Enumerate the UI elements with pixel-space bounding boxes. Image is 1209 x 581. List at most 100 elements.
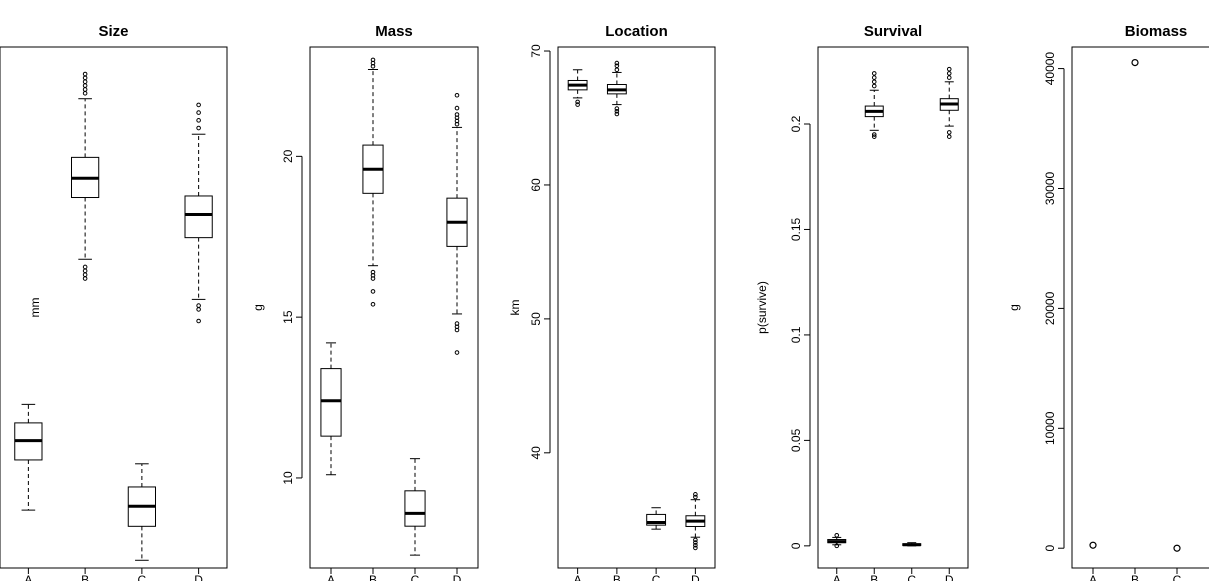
- outlier-point: [82, 79, 88, 85]
- y-tick-label: 70: [529, 44, 543, 58]
- outlier-point: [196, 303, 201, 308]
- outlier-point: [693, 494, 698, 500]
- outlier-point: [946, 71, 952, 76]
- y-axis-label: g: [1007, 304, 1021, 311]
- outlier-point: [614, 63, 620, 69]
- outlier-point: [454, 112, 460, 117]
- x-tick-label: D: [691, 573, 700, 581]
- outlier-point: [693, 492, 698, 497]
- outlier-point: [575, 102, 580, 107]
- outlier-point: [614, 60, 620, 66]
- x-tick-label: C: [411, 573, 420, 581]
- box-D: [184, 195, 213, 239]
- panel-biomass: Biomass g 010000200003000040000ABCD: [1007, 23, 1209, 581]
- x-tick-label: A: [327, 573, 335, 581]
- outlier-point: [575, 99, 580, 105]
- x-tick-label: A: [574, 573, 582, 581]
- outlier-point: [196, 102, 201, 108]
- y-axis-label: p(survive): [755, 281, 769, 334]
- plot-frame: [0, 46, 228, 569]
- y-axis-label: mm: [28, 298, 42, 318]
- panel-title: Survival: [864, 23, 922, 40]
- panel-survival: Survival p(survive) 0 0.05 0.1 0.15 0.2 A B C D: [755, 23, 969, 581]
- outlier-point: [871, 79, 877, 85]
- x-tick-label: D: [194, 573, 203, 581]
- outlier-point: [196, 118, 201, 123]
- outlier-point: [196, 125, 201, 131]
- outlier-point: [946, 75, 952, 80]
- outlier-point: [82, 268, 88, 274]
- y-tick-label: 0.2: [789, 115, 803, 132]
- outlier-point: [370, 57, 376, 63]
- outlier-point: [454, 92, 460, 98]
- data-point: [1131, 58, 1139, 67]
- panel-title: Size: [98, 23, 128, 40]
- outlier-point: [871, 71, 877, 76]
- box-A: [320, 368, 342, 437]
- outlier-point: [946, 130, 952, 135]
- outlier-point: [82, 87, 88, 92]
- x-tick-label: C: [907, 573, 916, 581]
- box-C: [646, 513, 667, 526]
- y-tick-label: 50: [529, 312, 543, 326]
- y-tick-label: 0.05: [789, 428, 803, 452]
- panel-location: Location km 40 50 60 70 A B C D: [508, 23, 716, 581]
- outlier-point: [454, 105, 460, 111]
- outlier-point: [370, 289, 376, 294]
- outlier-point: [370, 269, 376, 275]
- panel-title: Biomass: [1125, 23, 1188, 40]
- x-tick-label: C: [138, 573, 147, 581]
- y-tick-label: 0.1: [789, 326, 803, 343]
- y-tick-label: 20000: [1043, 291, 1057, 325]
- x-tick-label: B: [613, 573, 621, 581]
- x-tick-label: D: [945, 573, 954, 581]
- outlier-point: [871, 134, 877, 139]
- outlier-point: [196, 110, 201, 115]
- panel-mass: Mass g 10 15 20 A B C D: [251, 23, 479, 581]
- panel-size: Size mm 101112131415ABCD: [0, 23, 228, 581]
- outlier-point: [454, 350, 460, 355]
- outlier-point: [871, 132, 877, 137]
- x-tick-label: D: [453, 573, 462, 581]
- outlier-point: [693, 537, 698, 543]
- box-C: [404, 490, 426, 527]
- outlier-point: [693, 545, 698, 551]
- plot-frame: [1071, 46, 1209, 569]
- y-tick-label: 0.15: [789, 217, 803, 241]
- y-axis-label: km: [508, 300, 522, 316]
- y-tick-label: 0: [1043, 545, 1057, 552]
- outlier-point: [82, 71, 88, 77]
- x-tick-label: A: [24, 573, 32, 581]
- outlier-point: [196, 307, 201, 312]
- panel-title: Location: [605, 23, 668, 40]
- outlier-point: [614, 67, 620, 73]
- y-axis-label: g: [251, 304, 265, 311]
- outlier-point: [693, 542, 698, 548]
- data-point: [1089, 541, 1097, 549]
- y-tick-label: 30000: [1043, 171, 1057, 205]
- outlier-point: [693, 540, 698, 545]
- outlier-point: [614, 111, 620, 117]
- outlier-point: [82, 264, 88, 270]
- outlier-point: [196, 318, 201, 324]
- outlier-point: [82, 91, 88, 96]
- outlier-point: [946, 66, 952, 72]
- outlier-point: [370, 301, 376, 307]
- outlier-point: [82, 75, 88, 81]
- y-tick-label: 40000: [1043, 52, 1057, 86]
- outlier-point: [834, 533, 840, 538]
- panel-title: Mass: [375, 23, 413, 40]
- x-tick-label: A: [1089, 573, 1097, 581]
- outlier-point: [871, 83, 877, 89]
- x-tick-label: B: [1131, 573, 1139, 581]
- outlier-point: [82, 276, 88, 281]
- outlier-point: [834, 543, 840, 549]
- plot-frame: [557, 46, 716, 569]
- y-tick-label: 60: [529, 178, 543, 192]
- outlier-point: [82, 272, 88, 277]
- x-tick-label: B: [81, 573, 89, 581]
- x-tick-label: A: [833, 573, 841, 581]
- y-tick-label: 20: [281, 149, 295, 163]
- plot-frame: [817, 46, 969, 569]
